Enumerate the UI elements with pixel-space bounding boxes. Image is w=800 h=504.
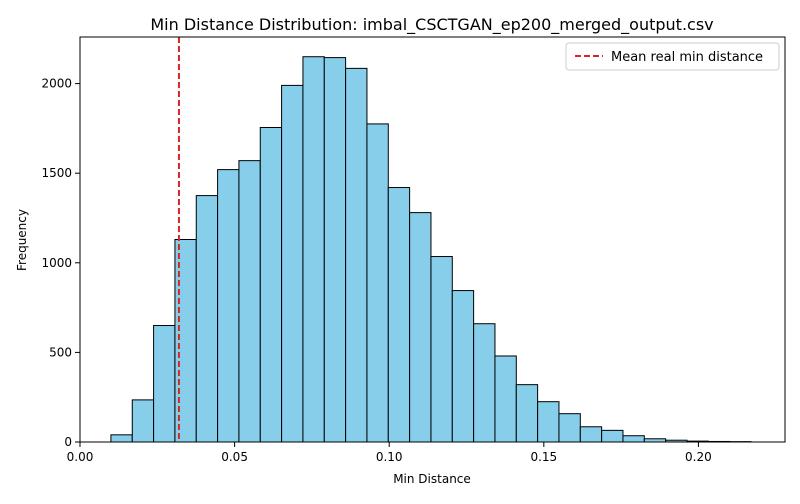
x-tick-label: 0.15 bbox=[530, 450, 557, 464]
histogram-bar bbox=[218, 170, 239, 442]
histogram-bar bbox=[388, 188, 409, 442]
y-axis-label: Frequency bbox=[15, 209, 29, 271]
y-tick-label: 2000 bbox=[41, 77, 72, 91]
y-axis-ticks: 0 500 1000 1500 2000 bbox=[41, 77, 80, 449]
y-tick-label: 1000 bbox=[41, 256, 72, 270]
histogram-bar bbox=[623, 436, 644, 442]
y-tick-label: 1500 bbox=[41, 166, 72, 180]
histogram-bar bbox=[580, 427, 601, 442]
x-tick-label: 0.20 bbox=[685, 450, 712, 464]
y-tick-label: 500 bbox=[49, 345, 72, 359]
histogram-bar bbox=[132, 400, 153, 442]
chart-title: Min Distance Distribution: imbal_CSCTGAN… bbox=[150, 15, 713, 35]
histogram-bar bbox=[452, 291, 473, 442]
x-axis-ticks: 0.00 0.05 0.10 0.15 0.20 bbox=[67, 442, 712, 464]
histogram-bar bbox=[516, 385, 537, 442]
histogram-bar bbox=[154, 326, 175, 442]
histogram-bar bbox=[111, 435, 132, 442]
histogram-bar bbox=[367, 124, 388, 442]
histogram-bar bbox=[282, 85, 303, 442]
x-tick-label: 0.10 bbox=[376, 450, 403, 464]
histogram-bar bbox=[474, 324, 495, 442]
histogram-bar bbox=[324, 58, 345, 442]
histogram-bar bbox=[602, 430, 623, 442]
histogram-bar bbox=[538, 402, 559, 442]
histogram-bar bbox=[410, 213, 431, 442]
histogram-bar bbox=[260, 127, 281, 442]
legend-label: Mean real min distance bbox=[611, 50, 763, 65]
x-tick-label: 0.00 bbox=[67, 450, 94, 464]
histogram-bar bbox=[239, 161, 260, 442]
legend: Mean real min distance bbox=[566, 43, 779, 70]
histogram-bar bbox=[303, 57, 324, 442]
histogram-bar bbox=[559, 414, 580, 442]
x-axis-label: Min Distance bbox=[393, 472, 471, 486]
x-tick-label: 0.05 bbox=[221, 450, 248, 464]
bars-layer bbox=[111, 57, 751, 442]
histogram-bar bbox=[346, 68, 367, 442]
histogram-bar bbox=[495, 356, 516, 442]
y-tick-label: 0 bbox=[64, 435, 72, 449]
histogram-bar bbox=[196, 196, 217, 442]
histogram-bar bbox=[431, 257, 452, 442]
